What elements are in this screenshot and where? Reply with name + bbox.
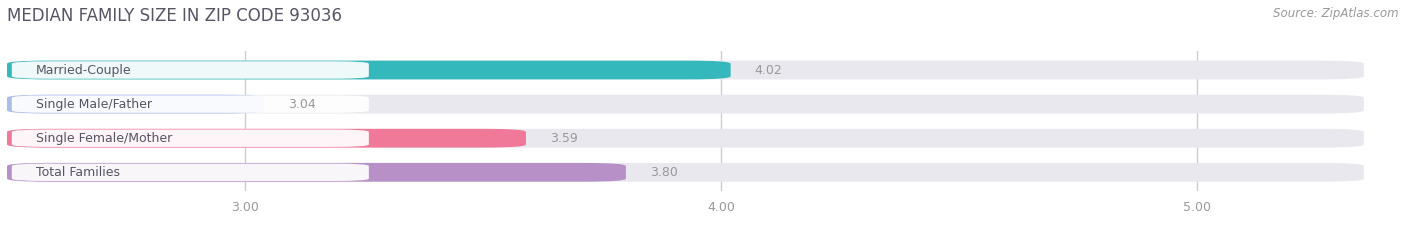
Text: Single Female/Mother: Single Female/Mother <box>35 132 172 145</box>
Text: 3.59: 3.59 <box>550 132 578 145</box>
Text: 4.02: 4.02 <box>755 64 782 76</box>
Text: Married-Couple: Married-Couple <box>35 64 131 76</box>
FancyBboxPatch shape <box>7 129 1364 147</box>
FancyBboxPatch shape <box>7 61 731 79</box>
FancyBboxPatch shape <box>7 129 526 147</box>
FancyBboxPatch shape <box>7 163 626 182</box>
Text: Source: ZipAtlas.com: Source: ZipAtlas.com <box>1274 7 1399 20</box>
FancyBboxPatch shape <box>11 130 368 147</box>
Text: Total Families: Total Families <box>35 166 120 179</box>
Text: Single Male/Father: Single Male/Father <box>35 98 152 111</box>
FancyBboxPatch shape <box>11 96 368 113</box>
FancyBboxPatch shape <box>7 95 1364 113</box>
FancyBboxPatch shape <box>7 61 1364 79</box>
Text: 3.80: 3.80 <box>650 166 678 179</box>
Text: MEDIAN FAMILY SIZE IN ZIP CODE 93036: MEDIAN FAMILY SIZE IN ZIP CODE 93036 <box>7 7 342 25</box>
FancyBboxPatch shape <box>7 163 1364 182</box>
Text: 3.04: 3.04 <box>288 98 316 111</box>
FancyBboxPatch shape <box>11 164 368 181</box>
FancyBboxPatch shape <box>11 61 368 79</box>
FancyBboxPatch shape <box>7 95 264 113</box>
